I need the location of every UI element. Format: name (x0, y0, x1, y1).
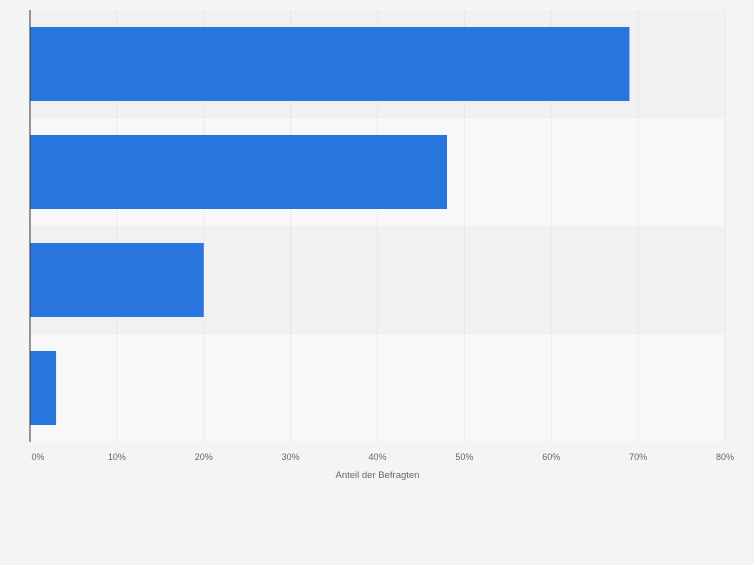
bar (30, 351, 57, 425)
x-tick-label: 80% (716, 452, 734, 462)
x-tick-label: 50% (455, 452, 473, 462)
x-tick-label: 30% (282, 452, 300, 462)
x-tick-label: 70% (629, 452, 647, 462)
x-axis-title: Anteil der Befragten (336, 470, 420, 481)
bars (30, 27, 630, 425)
x-tick-label: 60% (542, 452, 560, 462)
x-tick-label: 10% (108, 452, 126, 462)
bar (30, 243, 204, 317)
x-tick-label: 20% (195, 452, 213, 462)
x-tick-label: 40% (368, 452, 386, 462)
bar (30, 135, 447, 209)
x-tick-labels: 0% 10% 20% 30% 40% 50% 60% 70% 80% (31, 452, 734, 462)
x-tick-label: 0% (31, 452, 44, 462)
bar (30, 27, 630, 101)
